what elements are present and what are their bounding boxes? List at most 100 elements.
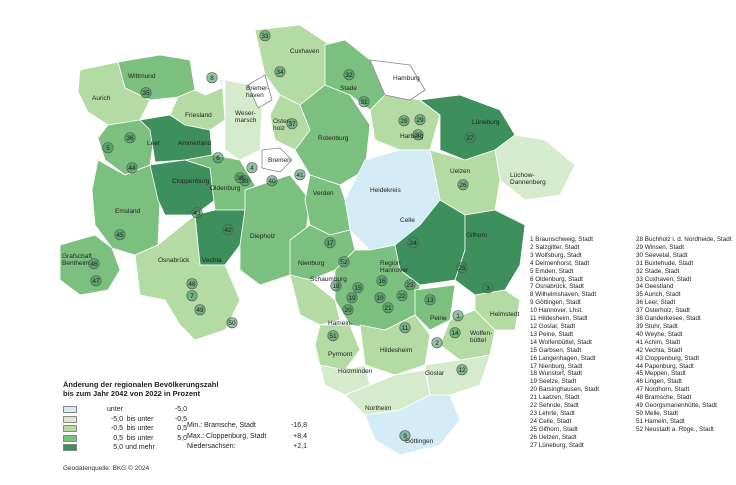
region-bremen (261, 147, 293, 173)
city-index-item: 3 Wolfsburg, Stadt (530, 251, 582, 259)
city-index-item: 43 Cloppenburg, Stadt (636, 354, 700, 362)
city-number-label: 45 (116, 232, 124, 239)
city-number-label: 25 (458, 265, 466, 272)
city-index-item: 30 Seevetal, Stadt (636, 251, 688, 259)
region-label: Uelzen (450, 168, 471, 175)
legend-from: -5,0 (110, 415, 123, 423)
region-label: Stade (340, 85, 357, 92)
city-number-label: 24 (409, 240, 417, 247)
city-number-label: 52 (340, 259, 348, 266)
region-label: Cloppenburg (172, 178, 210, 185)
city-index-item: 31 Buxtehude, Stadt (636, 259, 694, 267)
city-number-label: 47 (92, 278, 100, 285)
city-index-item: 50 Melle, Stadt (636, 409, 679, 417)
legend-mid: bis unter (126, 434, 154, 442)
city-number-label: 7 (190, 293, 194, 300)
city-marker (358, 96, 370, 108)
city-number-label: 32 (345, 72, 353, 79)
city-index-item: 22 Sehnde, Stadt (530, 402, 579, 410)
city-index-item: 49 Georgsmarienhütte, Stadt (636, 402, 717, 410)
city-number-label: 9 (403, 433, 407, 440)
city-index-item: 41 Achim, Stadt (636, 338, 681, 346)
city-marker (382, 302, 394, 314)
region-label: Emsland (115, 208, 141, 215)
city-number-label: 2 (435, 340, 439, 347)
city-number-label: 42 (224, 227, 232, 234)
city-index-item: 38 Ganderkesee, Stadt (636, 315, 701, 323)
city-index-item: 46 Lingen, Stadt (636, 378, 682, 386)
city-index-item: 10 Hannover, Lhst. (530, 307, 583, 315)
region-label: Weser-marsch (235, 110, 257, 124)
stats-row: Min.: Bramsche, Stadt -16,8 (187, 421, 307, 432)
city-number-label: 18 (332, 283, 340, 290)
city-index-item: 17 Nienburg, Stadt (530, 362, 583, 370)
city-index-item: 11 Hildesheim, Stadt (530, 315, 588, 323)
region-hannover (334, 244, 421, 331)
legend-title-line1: Änderung der regionalen Bevölkerungszahl (63, 380, 219, 389)
city-number-label: 27 (466, 135, 474, 142)
city-index-item: 28 Buchholz i. d. Nordheide, Stadt (636, 236, 732, 243)
city-index-item: 33 Cuxhaven, Stadt (636, 275, 692, 283)
city-marker (90, 275, 102, 287)
region-label: Rotenburg (318, 135, 349, 142)
city-marker (482, 282, 494, 294)
city-marker (376, 275, 388, 287)
city-index-item: 51 Hameln, Stadt (636, 417, 685, 425)
city-number-label: 34 (276, 69, 284, 76)
city-index-item: 52 Neustadt a. Rbge., Stadt (636, 425, 714, 433)
stats-label: Min.: Bramsche, Stadt (187, 422, 256, 429)
city-marker (396, 290, 408, 302)
city-number-label: 30 (414, 132, 422, 139)
stats-row: Max.: Cloppenburg, Stadt +8,4 (187, 432, 307, 443)
city-index-item: 42 Vechta, Stadt (636, 346, 683, 354)
city-marker (327, 330, 339, 342)
city-marker (456, 262, 468, 274)
city-marker (191, 207, 203, 219)
legend-from: 0,5 (113, 434, 123, 442)
city-index-item: 44 Papenburg, Stadt (636, 362, 694, 370)
legend-row: 0,5 bis unter 5,0 (63, 434, 187, 444)
city-index-item: 13 Peine, Stadt (530, 330, 574, 338)
city-number-label: 50 (228, 320, 236, 327)
city-index-item: 12 Goslar, Stadt (530, 322, 576, 330)
stats-row: Niedersachsen: +2,1 (187, 442, 307, 453)
city-index-item: 9 Göttingen, Stadt (530, 299, 581, 307)
city-number-label: 43 (193, 210, 201, 217)
city-index-item: 15 Garbsen, Stadt (530, 346, 582, 354)
city-marker (124, 132, 136, 144)
city-marker (338, 256, 350, 268)
region-label: Heidekreis (370, 187, 401, 194)
city-index-item: 18 Wunstorf, Stadt (530, 370, 583, 378)
legend-from: unter (107, 406, 123, 414)
region-label: Peine (430, 315, 447, 322)
city-marker (399, 322, 411, 334)
region-label: Bremen (268, 157, 291, 164)
legend-from: -0,5 (110, 425, 123, 433)
region-label: Osnabrück (158, 257, 190, 264)
city-marker (114, 229, 126, 241)
legend-to: 0,5 (177, 425, 187, 433)
region-label: Region Hannover (380, 260, 409, 274)
region-label: Hildesheim (380, 347, 412, 354)
region-hildesheim (359, 314, 431, 376)
region-hameln (314, 324, 361, 371)
city-marker (140, 87, 152, 99)
region-luechow (494, 134, 576, 201)
city-number-label: 26 (459, 182, 467, 189)
city-number-label: 36 (126, 135, 134, 142)
city-marker (186, 278, 198, 290)
region-label: Ammerland (178, 140, 212, 147)
city-marker (186, 290, 198, 302)
city-marker (399, 430, 411, 442)
legend-row: -0,5 bis unter 0,5 (63, 424, 187, 434)
city-index-item: 26 Uelzen, Stadt (530, 433, 577, 441)
city-index-item: 25 Gifhorn, Stadt (530, 425, 578, 433)
city-marker (452, 310, 464, 322)
city-number-label: 14 (451, 330, 459, 337)
city-number-label: 15 (354, 285, 362, 292)
legend-swatch (63, 425, 77, 433)
region-label: Celle (400, 217, 415, 224)
city-marker (330, 280, 342, 292)
city-index-item: 45 Meppen, Stadt (636, 370, 686, 378)
